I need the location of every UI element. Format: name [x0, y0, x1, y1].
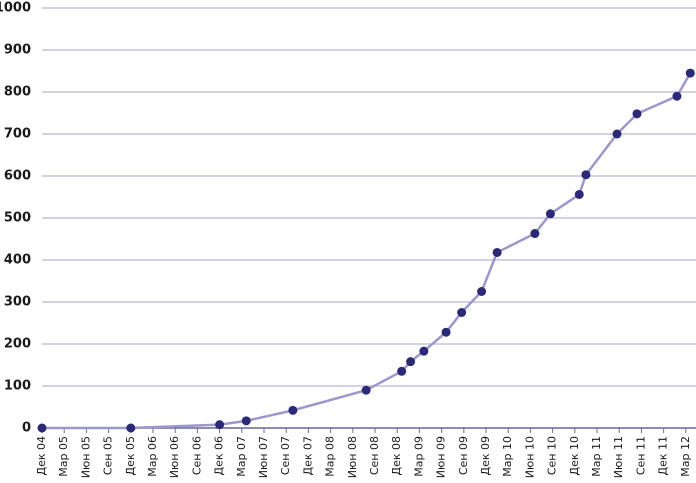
y-tick-label: 1000 — [0, 1, 31, 16]
x-tick-label: Дек 09 — [479, 436, 492, 476]
x-tick-label: Мар 10 — [501, 436, 514, 477]
data-point — [492, 247, 502, 257]
data-point — [288, 405, 298, 415]
y-tick-label: 700 — [4, 127, 31, 142]
data-point — [37, 423, 47, 433]
data-point — [419, 346, 429, 356]
data-point — [477, 287, 487, 296]
data-point — [672, 91, 682, 101]
y-tick-label: 0 — [22, 421, 31, 436]
x-tick-label: Июн 07 — [257, 436, 270, 478]
y-tick-label: 900 — [4, 43, 31, 58]
data-point — [632, 109, 642, 119]
x-tick-label: Дек 06 — [213, 436, 226, 476]
x-tick-label: Июн 10 — [523, 436, 536, 478]
y-tick-label: 100 — [4, 379, 31, 394]
data-point — [530, 229, 540, 239]
data-point — [126, 423, 136, 433]
x-tick-label: Сен 10 — [546, 436, 559, 475]
data-point — [406, 357, 416, 367]
x-tick-label: Мар 07 — [235, 436, 248, 477]
y-tick-label: 400 — [4, 253, 31, 268]
x-tick-label: Мар 12 — [679, 436, 692, 477]
data-point — [215, 420, 225, 430]
x-tick-label: Дек 04 — [35, 436, 48, 476]
x-tick-label: Сен 08 — [368, 436, 381, 475]
series-line — [42, 72, 692, 430]
y-tick-label: 600 — [4, 169, 31, 184]
x-tick-label: Июн 06 — [168, 436, 181, 478]
data-point — [574, 189, 584, 199]
y-tick-label: 800 — [4, 85, 31, 100]
x-tick-label: Дек 11 — [657, 436, 670, 476]
x-tick-label: Мар 09 — [412, 436, 425, 477]
data-point — [581, 170, 591, 180]
data-point — [397, 366, 407, 376]
x-tick-label: Июн 11 — [612, 436, 625, 478]
x-tick-label: Мар 11 — [590, 436, 603, 477]
x-tick-label: Мар 05 — [57, 436, 70, 477]
x-tick-label: Дек 07 — [301, 436, 314, 476]
data-point — [241, 416, 251, 426]
data-point — [457, 308, 467, 317]
x-tick-label: Сен 05 — [102, 436, 115, 475]
data-point — [612, 129, 622, 139]
data-point — [361, 385, 371, 395]
y-tick-label: 500 — [4, 211, 31, 226]
data-point — [441, 327, 451, 337]
x-tick-label: Сен 09 — [457, 436, 470, 475]
x-tick-label: Мар 08 — [324, 436, 337, 477]
x-tick-label: Мар 06 — [146, 436, 159, 477]
x-tick-label: Дек 10 — [568, 436, 581, 476]
data-point — [545, 209, 555, 219]
x-tick-label: Дек 08 — [390, 436, 403, 476]
y-tick-label: 300 — [4, 295, 31, 310]
x-tick-label: Июн 08 — [346, 436, 359, 478]
x-tick-label: Июн 09 — [435, 436, 448, 478]
x-tick-label: Сен 06 — [190, 436, 203, 475]
x-tick-label: Дек 05 — [124, 436, 137, 476]
x-tick-label: Июн 05 — [79, 436, 92, 478]
y-tick-label: 200 — [4, 337, 31, 352]
x-tick-label: Сен 07 — [279, 436, 292, 475]
x-tick-label: Сен 11 — [634, 436, 647, 475]
data-point — [685, 68, 695, 78]
